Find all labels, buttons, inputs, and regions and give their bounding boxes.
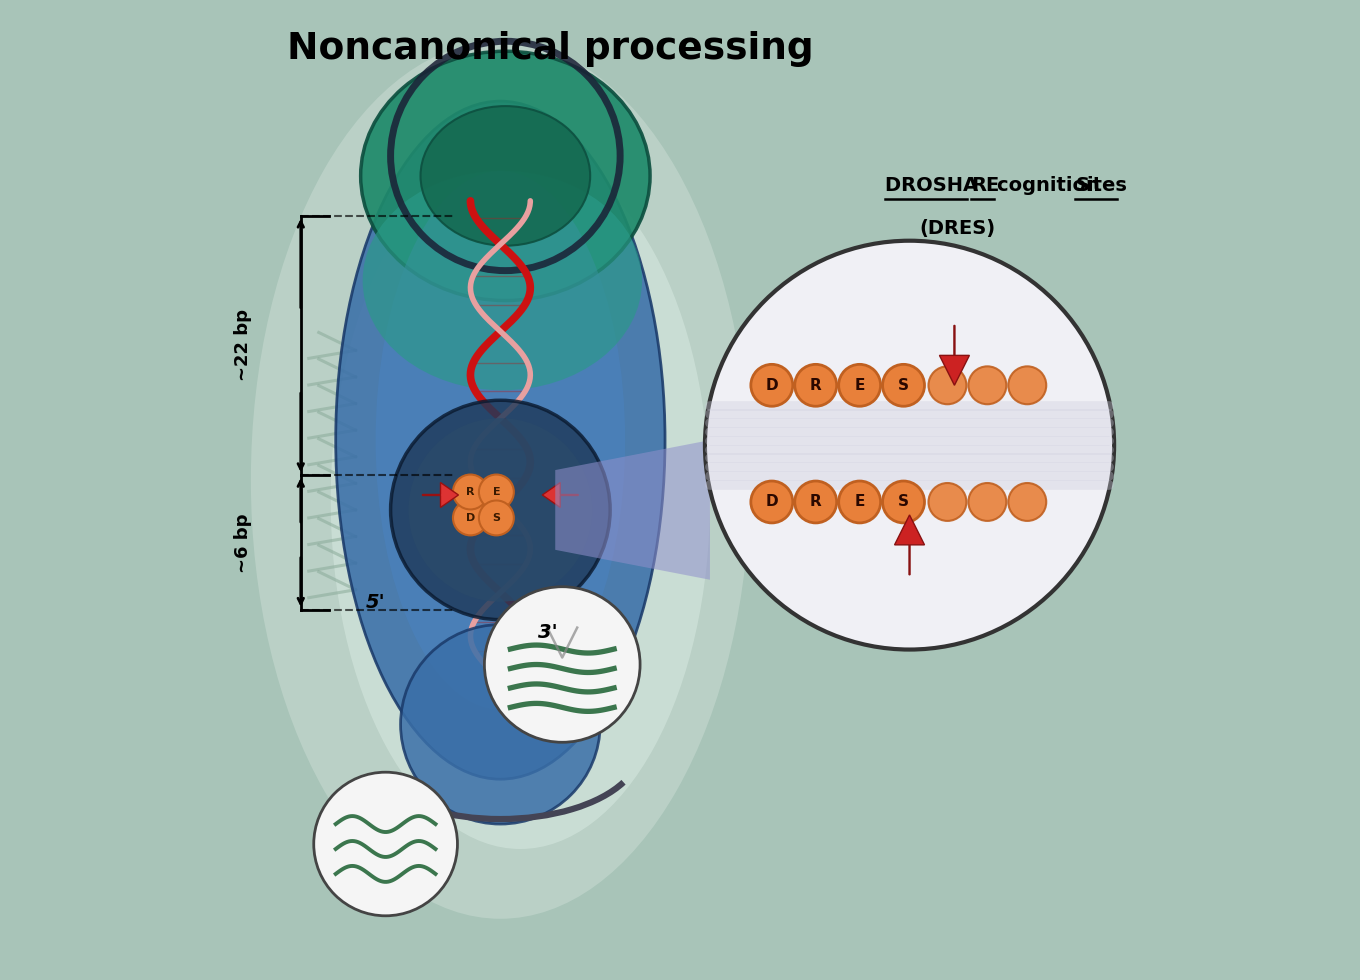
Text: RE: RE [971,176,1000,195]
Text: ites: ites [1087,176,1127,195]
Circle shape [883,365,925,407]
Circle shape [839,481,880,523]
Circle shape [929,483,967,521]
Circle shape [453,474,488,510]
FancyArrow shape [543,482,578,508]
Text: S: S [1076,176,1089,195]
Circle shape [751,365,793,407]
Circle shape [929,367,967,404]
Ellipse shape [420,106,590,246]
Text: Noncanonical processing: Noncanonical processing [287,31,813,68]
Circle shape [968,367,1006,404]
Circle shape [453,501,488,535]
Text: DROSHA: DROSHA [884,176,985,195]
Circle shape [704,241,1114,650]
Text: 5': 5' [366,593,385,612]
FancyArrow shape [895,514,925,574]
Circle shape [883,481,925,523]
Ellipse shape [360,51,650,301]
Text: ~22 bp: ~22 bp [234,310,252,381]
Text: 3': 3' [539,622,558,642]
Text: R: R [809,495,821,510]
Ellipse shape [401,624,600,824]
Circle shape [479,474,514,510]
Circle shape [484,587,641,742]
Text: S: S [492,513,500,523]
Text: E: E [854,378,865,393]
Ellipse shape [375,171,626,710]
Text: cognition: cognition [997,176,1107,195]
Text: S: S [898,378,908,393]
Ellipse shape [336,101,665,779]
Text: E: E [492,487,500,497]
Text: D: D [766,495,778,510]
Circle shape [968,483,1006,521]
Text: ~6 bp: ~6 bp [234,514,252,572]
Text: E: E [854,495,865,510]
Circle shape [1008,367,1046,404]
Text: R: R [809,378,821,393]
Polygon shape [555,440,710,580]
Circle shape [794,365,836,407]
Ellipse shape [363,171,642,390]
Ellipse shape [330,151,710,849]
Text: D: D [466,513,475,523]
FancyArrow shape [940,325,970,385]
Circle shape [390,400,611,619]
Text: R: R [466,487,475,497]
Text: S: S [898,495,908,510]
Circle shape [794,481,836,523]
Circle shape [479,501,514,535]
Circle shape [839,365,880,407]
Circle shape [751,481,793,523]
Circle shape [408,418,592,602]
Text: (DRES): (DRES) [919,220,996,238]
FancyArrow shape [423,482,458,508]
Text: D: D [766,378,778,393]
Circle shape [1008,483,1046,521]
Circle shape [314,772,457,915]
Ellipse shape [250,41,749,919]
